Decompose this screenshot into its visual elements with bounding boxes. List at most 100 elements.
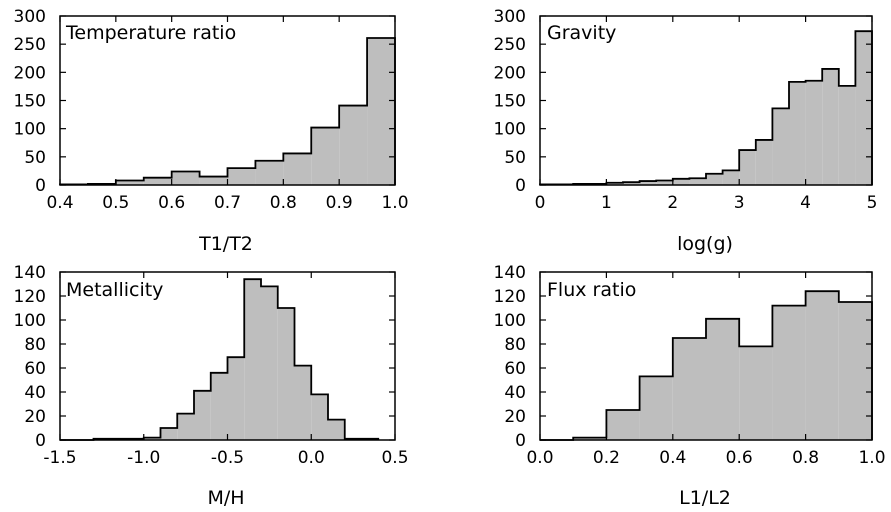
- gravity-bar: [639, 181, 657, 185]
- temperature-ratio-xtick-label: 1.0: [381, 193, 408, 213]
- gravity-ytick-label: 100: [494, 120, 526, 140]
- flux-ratio-xtick-label: 0.6: [726, 448, 753, 468]
- metallicity-xtick-label: 0.0: [298, 448, 325, 468]
- metallicity-ytick-label: 20: [24, 407, 46, 427]
- temperature-ratio-xlabel: T1/T2: [198, 233, 253, 255]
- metallicity-xtick-label: 0.5: [381, 448, 408, 468]
- temperature-ratio-panel: Temperature ratio T1/T2 0.4 0.5 0.6 0.7 0.8 0…: [14, 7, 409, 255]
- metallicity-xtick-label: -1.5: [43, 448, 76, 468]
- gravity-bar: [706, 173, 723, 185]
- gravity-bar: [656, 180, 673, 185]
- temperature-ratio-ytick-label: 200: [14, 63, 46, 83]
- gravity-ytick-label: 200: [494, 63, 526, 83]
- flux-ratio-xtick-label: 1.0: [858, 448, 885, 468]
- flux-ratio-panel: Flux ratio L1/L2 0.0 0.2 0.4 0.6 0.8 1.0 0 20 40…: [494, 263, 886, 509]
- gravity-xtick-label: 1: [601, 193, 612, 213]
- temperature-ratio-xtick-label: 0.8: [270, 193, 297, 213]
- flux-ratio-xlabel: L1/L2: [679, 487, 731, 509]
- temperature-ratio-ytick-label: 0: [35, 176, 46, 196]
- flux-ratio-ytick-label: 40: [504, 383, 526, 403]
- gravity-xtick-label: 0: [535, 193, 546, 213]
- gravity-bar: [772, 108, 789, 185]
- flux-ratio-bar: [805, 291, 839, 440]
- metallicity-bar: [294, 365, 312, 440]
- gravity-xtick-label: 4: [800, 193, 811, 213]
- flux-ratio-xtick-label: 0.0: [526, 448, 553, 468]
- flux-ratio-outline: [540, 290, 873, 441]
- gravity-bar: [606, 182, 623, 185]
- metallicity-ytick-label: 120: [14, 287, 46, 307]
- temperature-ratio-bar: [367, 37, 395, 185]
- gravity-ytick-label: 0: [515, 176, 526, 196]
- flux-ratio-ytick-label: 120: [494, 287, 526, 307]
- flux-ratio-bar: [573, 437, 607, 440]
- metallicity-panel: Metallicity M/H -1.5 -1.0 -0.5 0.0 0.5 0 20 40 6…: [14, 263, 409, 509]
- temperature-ratio-title: Temperature ratio: [65, 22, 236, 44]
- metallicity-xtick-label: -0.5: [211, 448, 244, 468]
- metallicity-bar: [328, 419, 345, 440]
- gravity-bar: [789, 81, 806, 185]
- temperature-ratio-ytick-label: 150: [14, 92, 46, 112]
- metallicity-bar: [210, 372, 228, 440]
- temperature-ratio-bar: [255, 160, 284, 185]
- metallicity-bar: [194, 390, 211, 440]
- gravity-ytick-label: 250: [494, 35, 526, 55]
- temperature-ratio-bar: [199, 176, 228, 185]
- flux-ratio-bar: [606, 410, 640, 440]
- flux-ratio-bar: [838, 302, 872, 440]
- metallicity-bar: [277, 308, 295, 440]
- temperature-ratio-xtick-label: 0.6: [158, 193, 185, 213]
- metallicity-xtick-label: -1.0: [127, 448, 160, 468]
- flux-ratio-xtick-label: 0.4: [659, 448, 686, 468]
- gravity-bar: [672, 178, 690, 185]
- temperature-ratio-bar: [311, 127, 340, 185]
- flux-ratio-bar: [739, 346, 773, 440]
- gravity-bar: [855, 31, 872, 186]
- gravity-bar: [623, 182, 640, 185]
- temperature-ratio-ytick-label: 50: [24, 148, 46, 168]
- gravity-ytick-label: 50: [504, 148, 526, 168]
- gravity-xtick-label: 5: [867, 193, 878, 213]
- flux-ratio-ytick-label: 0: [515, 431, 526, 451]
- metallicity-xlabel: M/H: [207, 487, 244, 509]
- temperature-ratio-ytick-label: 100: [14, 120, 46, 140]
- flux-ratio-ytick-label: 60: [504, 359, 526, 379]
- flux-ratio-xtick-label: 0.8: [792, 448, 819, 468]
- temperature-ratio-bar: [115, 180, 144, 185]
- metallicity-ytick-label: 80: [24, 335, 46, 355]
- temperature-ratio-ytick-label: 250: [14, 35, 46, 55]
- temperature-ratio-bar: [171, 171, 200, 185]
- gravity-bar: [805, 80, 823, 185]
- metallicity-ytick-label: 60: [24, 359, 46, 379]
- flux-ratio-bar: [672, 338, 706, 440]
- gravity-bar: [689, 178, 706, 185]
- metallicity-title: Metallicity: [66, 279, 163, 301]
- metallicity-ytick-label: 0: [35, 431, 46, 451]
- metallicity-bar: [143, 437, 161, 440]
- metallicity-bar: [261, 286, 278, 440]
- metallicity-bar: [177, 413, 194, 440]
- gravity-ytick-label: 150: [494, 92, 526, 112]
- temperature-ratio-xtick-label: 0.4: [46, 193, 73, 213]
- flux-ratio-ytick-label: 140: [494, 263, 526, 283]
- temperature-ratio-xtick-label: 0.5: [102, 193, 129, 213]
- metallicity-ytick-label: 100: [14, 311, 46, 331]
- gravity-bar: [722, 170, 740, 185]
- flux-ratio-xtick-label: 0.2: [593, 448, 620, 468]
- temperature-ratio-xtick-label: 0.7: [214, 193, 241, 213]
- gravity-ytick-label: 300: [494, 7, 526, 27]
- temperature-ratio-bar: [283, 153, 312, 185]
- flux-ratio-title: Flux ratio: [547, 279, 636, 301]
- metallicity-bar: [227, 357, 245, 440]
- metallicity-bar: [244, 279, 261, 440]
- temperature-ratio-bar: [227, 168, 256, 185]
- metallicity-bar: [311, 394, 328, 440]
- metallicity-ytick-label: 140: [14, 263, 46, 283]
- flux-ratio-bar: [772, 305, 806, 440]
- gravity-title: Gravity: [547, 22, 616, 44]
- gravity-xtick-label: 2: [667, 193, 678, 213]
- gravity-bar: [755, 139, 773, 185]
- flux-ratio-frame: [539, 271, 873, 441]
- flux-ratio-ytick-label: 100: [494, 311, 526, 331]
